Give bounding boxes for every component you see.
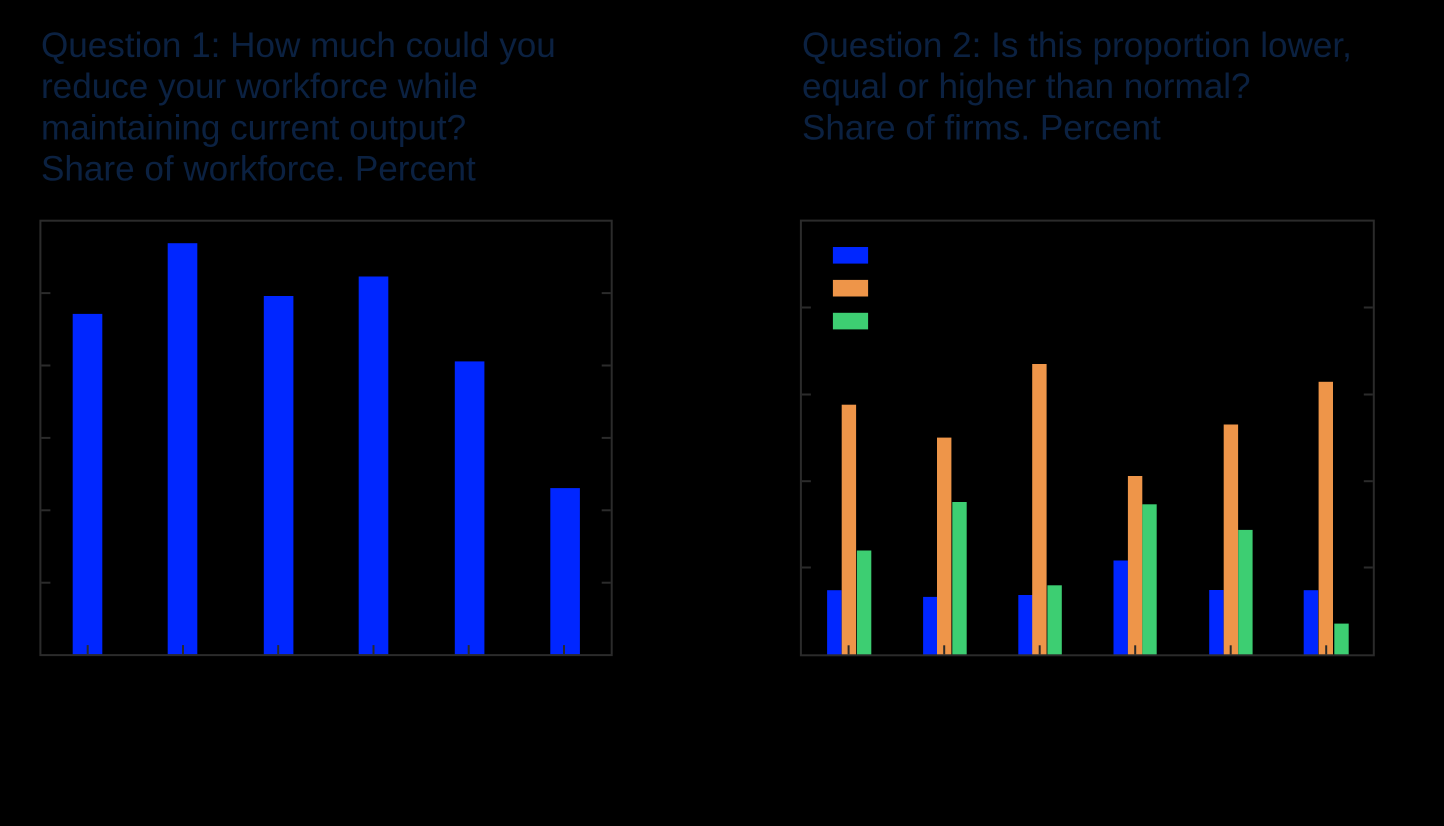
svg-text:reduce your workforce while: reduce your workforce while — [41, 67, 478, 106]
svg-text:Share of firms. Percent: Share of firms. Percent — [802, 108, 1161, 147]
svg-text:maintaining current output?: maintaining current output? — [41, 108, 466, 147]
svg-text:equal or higher than normal?: equal or higher than normal? — [802, 67, 1251, 106]
svg-text:Share of workforce. Percent: Share of workforce. Percent — [41, 150, 476, 189]
svg-text:Question 2: Is this proportion: Question 2: Is this proportion lower, — [802, 26, 1352, 65]
svg-text:Question 1: How much could you: Question 1: How much could you — [41, 26, 556, 65]
